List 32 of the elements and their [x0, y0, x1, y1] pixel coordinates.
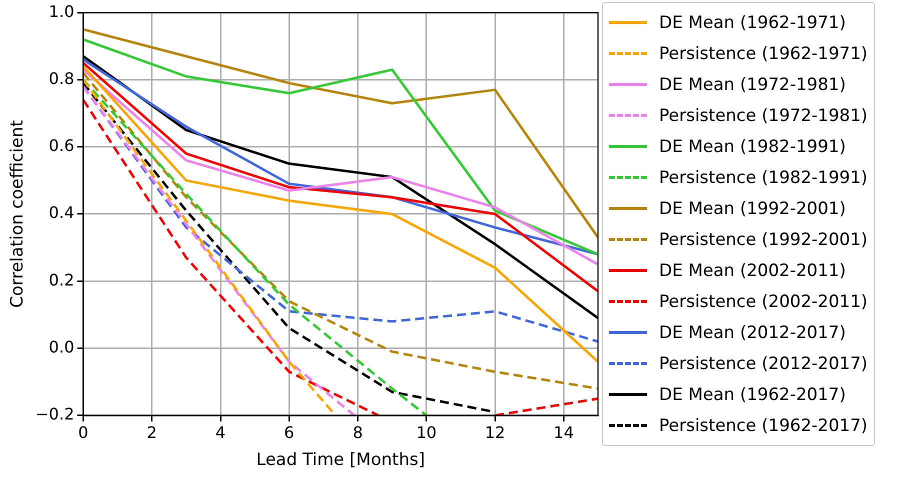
x-axis-title: Lead Time [Months]: [256, 450, 425, 470]
legend-label: Persistence (2002-2011): [659, 292, 868, 312]
y-tick-label: −0.2: [35, 404, 74, 424]
y-axis-title: Correlation coefficient: [8, 120, 28, 308]
line-series: [83, 78, 428, 416]
legend-label: DE Mean (1962-1971): [659, 12, 846, 32]
legend-label: DE Mean (1972-1981): [659, 74, 846, 94]
legend-label: Persistence (1992-2001): [659, 230, 868, 250]
x-tick-label: 6: [284, 423, 294, 442]
legend-label: Persistence (1982-1991): [659, 168, 868, 188]
x-tick-label: 12: [484, 423, 506, 442]
x-tick-label: 10: [416, 423, 437, 442]
legend-label: Persistence (1962-2017): [659, 416, 868, 436]
y-tick-label: 0.6: [48, 136, 74, 156]
x-tick-label: 8: [352, 423, 363, 442]
legend-label: DE Mean (1962-2017): [659, 384, 846, 404]
x-tick-label: 2: [146, 423, 157, 442]
y-tick-label: 0.4: [48, 203, 74, 222]
x-tick-label: 14: [554, 423, 574, 442]
x-tick-label: 4: [215, 423, 226, 442]
legend-label: Persistence (2012-2017): [659, 354, 868, 374]
y-tick-label: 1.0: [48, 2, 74, 21]
y-tick-label: 0.8: [48, 68, 74, 88]
legend-label: DE Mean (2002-2011): [659, 260, 846, 280]
y-tick-label: 0.2: [48, 270, 74, 290]
y-tick-label: 0.0: [48, 337, 74, 356]
legend-label: DE Mean (1992-2001): [659, 198, 846, 218]
x-tick-label: 0: [78, 423, 88, 442]
legend-label: Persistence (1972-1981): [659, 106, 868, 126]
legend-label: Persistence (1962-1971): [659, 44, 868, 64]
legend-label: DE Mean (1982-1991): [659, 136, 846, 156]
legend-label: DE Mean (2012-2017): [659, 322, 846, 342]
